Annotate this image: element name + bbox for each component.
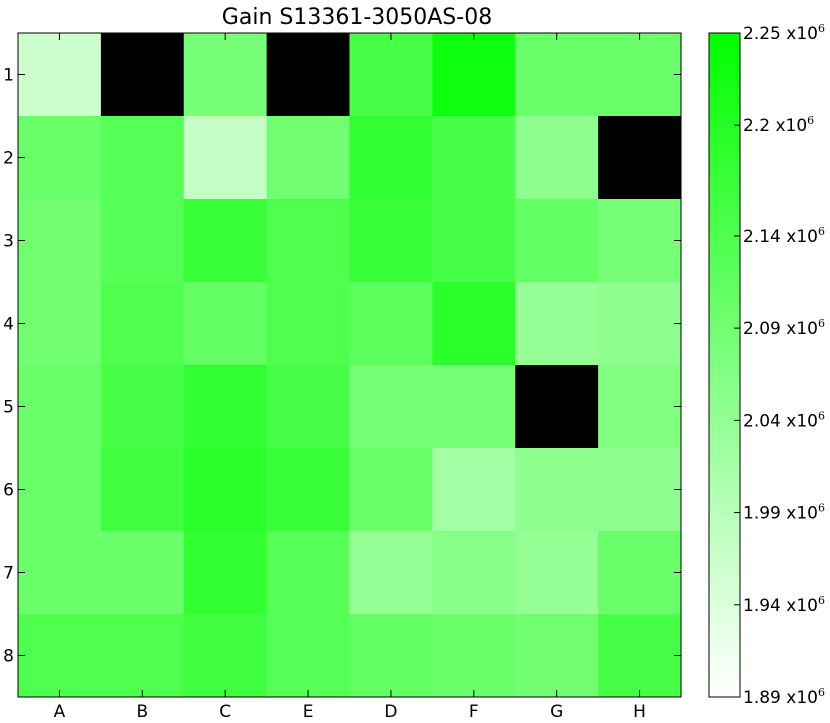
x-tick-label: G (550, 702, 563, 722)
heatmap-cell-7-C (183, 531, 268, 615)
heatmap-cell-4-C (183, 282, 268, 366)
x-tick-label: A (54, 702, 66, 722)
heatmap-cell-4-A (18, 282, 102, 366)
heatmap-cell-3-E (266, 199, 351, 283)
heatmap-cell-2-A (18, 116, 102, 200)
heatmap-cell-1-E (266, 33, 351, 117)
heatmap-cell-3-H (598, 199, 682, 283)
heatmap-cell-6-D (349, 448, 433, 532)
heatmap-cell-8-E (266, 614, 351, 698)
heatmap-cell-8-G (515, 614, 599, 698)
heatmap-cell-2-B (100, 116, 185, 200)
heatmap-cell-7-H (598, 531, 682, 615)
heatmap-cell-7-B (100, 531, 185, 615)
heatmap-cell-4-H (598, 282, 682, 366)
heatmap-cell-7-E (266, 531, 351, 615)
heatmap-cell-1-A (18, 33, 102, 117)
x-tick-label: D (384, 702, 397, 722)
heatmap-cell-3-F (432, 199, 516, 283)
heatmap-cell-1-G (515, 33, 599, 117)
y-axis: 1 2 3 4 5 6 7 8 (3, 66, 681, 667)
heatmap-cell-6-B (100, 448, 185, 532)
heatmap-cell-6-C (183, 448, 268, 532)
heatmap-cell-8-B (100, 614, 185, 698)
colorbar-tick-label: 2.25 x106 (743, 22, 825, 44)
heatmap-cell-4-F (432, 282, 516, 366)
y-tick-label: 7 (3, 564, 14, 584)
heatmap-cell-1-H (598, 33, 682, 117)
x-tick-label: C (219, 702, 231, 722)
heatmap-cell-2-G (515, 116, 599, 200)
heatmap-cell-3-D (349, 199, 433, 283)
heatmap-cell-8-D (349, 614, 433, 698)
heatmap-cell-7-F (432, 531, 516, 615)
y-tick-label: 8 (3, 647, 14, 667)
heatmap-cell-7-D (349, 531, 433, 615)
heatmap-cell-5-G (515, 365, 599, 449)
colorbar-tick-label: 1.89 x106 (743, 686, 825, 708)
heatmap-cell-2-D (349, 116, 433, 200)
colorbar (708, 32, 741, 698)
colorbar-tick-label: 2.2 x106 (743, 114, 814, 136)
heatmap-cell-3-G (515, 199, 599, 283)
y-tick-label: 1 (3, 66, 14, 86)
y-tick-label: 5 (3, 398, 14, 418)
heatmap-cell-1-D (349, 33, 433, 117)
heatmap-cell-6-A (18, 448, 102, 532)
heatmap-cell-8-H (598, 614, 682, 698)
colorbar-tick-label: 2.04 x106 (743, 409, 825, 431)
heatmap-cell-1-C (183, 33, 268, 117)
heatmap-cell-6-F (432, 448, 516, 532)
heatmap-cell-4-G (515, 282, 599, 366)
heatmap-cell-3-C (183, 199, 268, 283)
heatmap-cell-6-H (598, 448, 682, 532)
x-tick-label: H (633, 702, 646, 722)
colorbar-tick-label: 1.99 x106 (743, 502, 825, 524)
heatmap-cell-8-C (183, 614, 268, 698)
heatmap-cell-5-C (183, 365, 268, 449)
heatmap-cell-2-E (266, 116, 351, 200)
heatmap-cell-5-F (432, 365, 516, 449)
heatmap-cell-6-G (515, 448, 599, 532)
x-tick-label: E (303, 702, 314, 722)
heatmap-cells (18, 33, 682, 698)
heatmap-cell-8-F (432, 614, 516, 698)
x-tick-label: B (136, 702, 148, 722)
heatmap-cell-2-H (598, 116, 682, 200)
heatmap-cell-2-F (432, 116, 516, 200)
heatmap-cell-5-E (266, 365, 351, 449)
heatmap-cell-1-F (432, 33, 516, 117)
heatmap-cell-3-A (18, 199, 102, 283)
y-tick-label: 4 (3, 315, 14, 335)
x-tick-label: F (469, 702, 479, 722)
colorbar-tick-label: 1.94 x106 (743, 594, 825, 616)
heatmap-cell-4-E (266, 282, 351, 366)
heatmap-cell-2-C (183, 116, 268, 200)
heatmap-cell-1-B (100, 33, 185, 117)
heatmap-cell-7-G (515, 531, 599, 615)
heatmap-cell-3-B (100, 199, 185, 283)
heatmap-cell-4-D (349, 282, 433, 366)
y-tick-label: 2 (3, 149, 14, 169)
heatmap-cell-8-A (18, 614, 102, 698)
heatmap-cell-5-A (18, 365, 102, 449)
heatmap-cell-6-E (266, 448, 351, 532)
colorbar-ticks: 1.89 x106 1.94 x106 1.99 x106 2.04 x106 2.09… (734, 22, 825, 708)
heatmap-cell-5-H (598, 365, 682, 449)
colorbar-tick-label: 2.09 x106 (743, 317, 825, 339)
y-tick-label: 6 (3, 481, 14, 501)
colorbar-tick-label: 2.14 x106 (743, 225, 825, 247)
heatmap-cell-5-D (349, 365, 433, 449)
y-tick-label: 3 (3, 232, 14, 252)
heatmap-cell-4-B (100, 282, 185, 366)
chart-title: Gain S13361-3050AS-08 (222, 5, 492, 30)
plot-frame (17, 32, 682, 698)
heatmap-cell-5-B (100, 365, 185, 449)
heatmap-cell-7-A (18, 531, 102, 615)
